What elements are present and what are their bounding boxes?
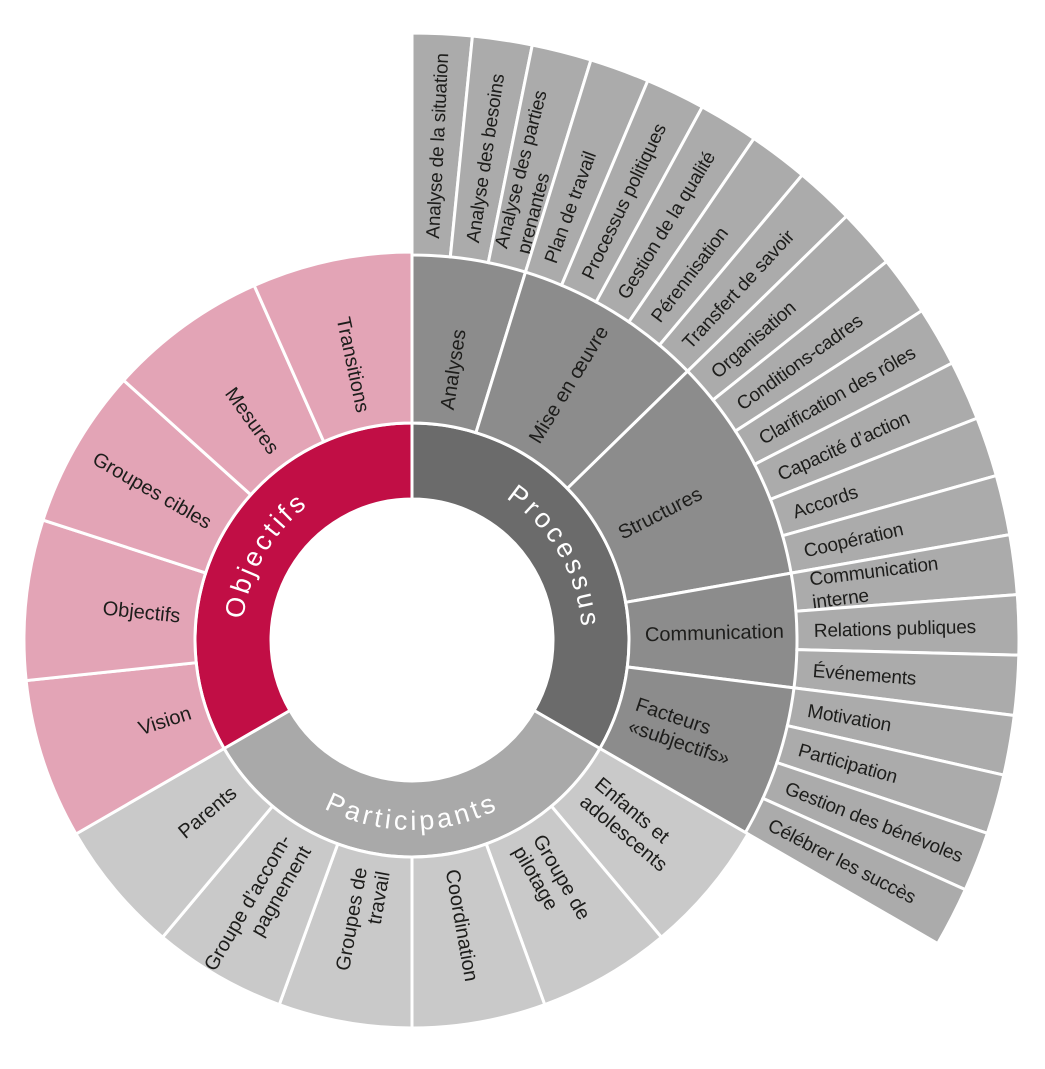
subsegment-relations-publiques-label: Relations publiques <box>814 617 977 642</box>
segment-communication-label: Communication <box>645 621 784 646</box>
segment-transitions <box>252 250 414 444</box>
